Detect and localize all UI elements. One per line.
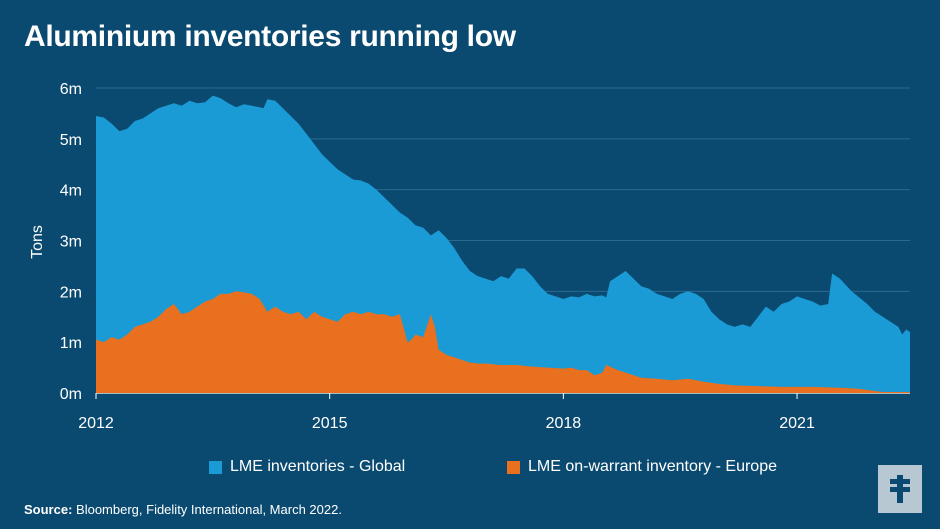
- chart-title: Aluminium inventories running low: [24, 20, 516, 53]
- y-tick-label: 5m: [60, 132, 82, 149]
- y-tick-label: 4m: [60, 183, 82, 200]
- legend-item-europe: LME on-warrant inventory - Europe: [507, 458, 777, 476]
- y-tick-label: 6m: [60, 81, 82, 98]
- legend-item-global: LME inventories - Global: [209, 458, 405, 476]
- source-note: Source: Bloomberg, Fidelity Internationa…: [24, 502, 342, 517]
- legend-label-europe: LME on-warrant inventory - Europe: [528, 458, 777, 475]
- series-areas: [96, 95, 910, 393]
- legend-swatch-global: [209, 460, 222, 474]
- source-text: Bloomberg, Fidelity International, March…: [76, 502, 342, 517]
- y-axis-label: Tons: [29, 225, 46, 259]
- legend-swatch-europe: [507, 460, 520, 474]
- y-tick-label: 1m: [60, 335, 82, 352]
- source-label: Source:: [24, 502, 73, 517]
- x-tick-label: 2015: [312, 415, 348, 432]
- x-tick-label: 2012: [78, 415, 114, 432]
- axis-labels: 0m 1m 2m 3m 4m 5m 6m 2012 2015 2018 2021: [60, 81, 815, 432]
- fidelity-f-logo-icon: [878, 465, 922, 513]
- series-area-europe: [96, 291, 910, 393]
- y-tick-label: 0m: [60, 386, 82, 403]
- y-tick-label: 3m: [60, 234, 82, 251]
- logo-glyph: [890, 475, 910, 503]
- x-tick-label: 2018: [546, 415, 582, 432]
- x-tick-label: 2021: [779, 415, 815, 432]
- y-tick-label: 2m: [60, 284, 82, 301]
- legend-label-global: LME inventories - Global: [230, 458, 406, 475]
